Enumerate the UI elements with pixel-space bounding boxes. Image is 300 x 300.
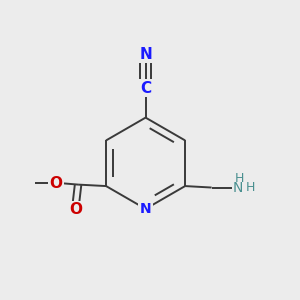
Text: H: H (246, 181, 255, 194)
Text: C: C (140, 81, 151, 96)
Text: O: O (50, 176, 62, 190)
Text: N: N (140, 202, 152, 216)
Text: O: O (69, 202, 82, 217)
Text: N: N (139, 47, 152, 62)
Text: N: N (233, 181, 243, 194)
Text: H: H (235, 172, 244, 184)
